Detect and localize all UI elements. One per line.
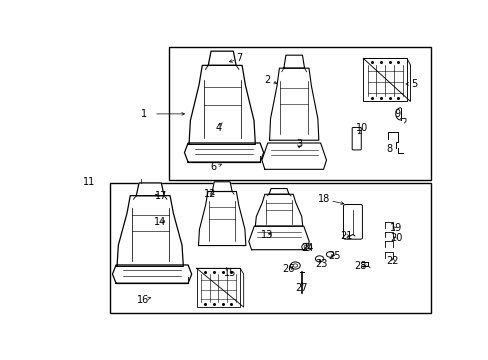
Polygon shape [189, 66, 255, 144]
Polygon shape [268, 189, 288, 194]
Text: 2: 2 [263, 75, 269, 85]
Text: 6: 6 [210, 162, 217, 172]
FancyBboxPatch shape [343, 204, 362, 239]
FancyBboxPatch shape [351, 127, 361, 150]
Text: 15: 15 [223, 268, 236, 278]
Polygon shape [112, 265, 191, 283]
Polygon shape [193, 268, 243, 307]
Polygon shape [208, 51, 236, 66]
Text: 17: 17 [155, 191, 167, 201]
Polygon shape [184, 143, 263, 162]
Text: 27: 27 [295, 283, 307, 293]
Text: 12: 12 [203, 189, 216, 199]
Text: 9: 9 [393, 109, 400, 119]
Text: 24: 24 [301, 243, 313, 253]
Text: 3: 3 [295, 139, 302, 149]
Text: 4: 4 [215, 123, 221, 133]
Polygon shape [198, 192, 245, 246]
Text: 7: 7 [236, 53, 242, 63]
Text: 19: 19 [389, 222, 402, 233]
Bar [196, 268, 240, 307]
Text: 13: 13 [260, 230, 272, 240]
Text: 11: 11 [83, 177, 96, 187]
Text: 18: 18 [318, 194, 330, 204]
Text: 5: 5 [411, 79, 417, 89]
Text: 10: 10 [356, 123, 368, 133]
Polygon shape [269, 68, 318, 140]
Text: 21: 21 [340, 231, 352, 241]
Text: 22: 22 [386, 256, 398, 266]
Circle shape [325, 252, 333, 257]
Bar [363, 58, 406, 102]
Polygon shape [248, 226, 308, 250]
Polygon shape [262, 143, 326, 169]
Text: 23: 23 [315, 258, 327, 269]
Circle shape [292, 264, 297, 267]
Polygon shape [212, 182, 232, 192]
Polygon shape [283, 55, 304, 68]
Polygon shape [136, 183, 164, 195]
Circle shape [315, 256, 323, 262]
Text: 16: 16 [136, 294, 148, 305]
Circle shape [290, 262, 300, 269]
Polygon shape [117, 195, 183, 266]
Circle shape [301, 243, 311, 251]
Polygon shape [255, 194, 302, 226]
Text: 20: 20 [389, 233, 402, 243]
Text: 26: 26 [282, 264, 294, 274]
Bar [110, 183, 430, 314]
Text: 14: 14 [154, 217, 166, 227]
Text: 25: 25 [328, 251, 340, 261]
Bar [169, 48, 430, 180]
Circle shape [304, 245, 309, 249]
Text: 8: 8 [386, 144, 392, 154]
Polygon shape [359, 58, 409, 102]
Text: 28: 28 [354, 261, 366, 271]
Text: 1: 1 [141, 109, 147, 119]
